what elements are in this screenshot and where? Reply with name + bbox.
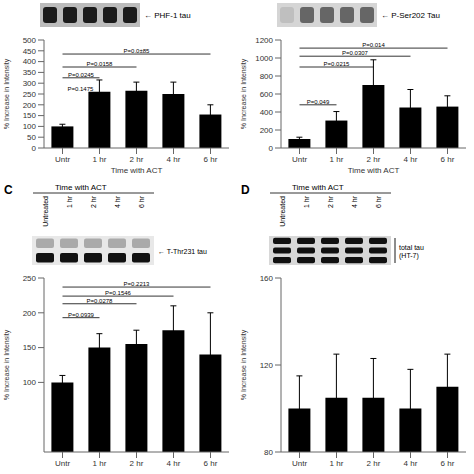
svg-text:Untr: Untr xyxy=(55,459,70,468)
svg-text:1200: 1200 xyxy=(255,36,273,45)
svg-text:4 hr: 4 hr xyxy=(114,195,121,208)
svg-text:D: D xyxy=(241,183,250,197)
svg-text:% Increase in Intensity: % Increase in Intensity xyxy=(240,58,248,129)
svg-text:1 hr: 1 hr xyxy=(330,459,344,468)
svg-text:250: 250 xyxy=(23,274,37,283)
svg-text:1 hr: 1 hr xyxy=(330,155,344,164)
svg-text:1 hr: 1 hr xyxy=(93,459,107,468)
svg-text:← PHF-1 tau: ← PHF-1 tau xyxy=(144,11,191,20)
svg-text:2 hr: 2 hr xyxy=(367,459,381,468)
svg-text:P=0.0278: P=0.0278 xyxy=(87,298,114,304)
svg-text:1 hr: 1 hr xyxy=(93,155,107,164)
svg-text:P=0.049: P=0.049 xyxy=(307,99,330,105)
svg-text:0: 0 xyxy=(32,144,37,153)
svg-text:400: 400 xyxy=(260,108,274,117)
svg-text:Untr: Untr xyxy=(292,155,307,164)
svg-text:← T-Thr231 tau: ← T-Thr231 tau xyxy=(158,248,207,255)
svg-text:600: 600 xyxy=(260,90,274,99)
svg-text:P=0.0245: P=0.0245 xyxy=(68,72,95,78)
svg-text:4 hr: 4 hr xyxy=(404,459,418,468)
svg-text:total tau(HT-7): total tau(HT-7) xyxy=(399,244,424,260)
svg-text:P=0.014: P=0.014 xyxy=(362,42,385,48)
svg-text:Untr: Untr xyxy=(55,155,70,164)
svg-text:200: 200 xyxy=(260,126,274,135)
svg-text:P=0.0±85: P=0.0±85 xyxy=(124,48,150,54)
svg-text:250: 250 xyxy=(23,90,37,99)
svg-text:Untr: Untr xyxy=(292,459,307,468)
svg-text:150: 150 xyxy=(23,111,37,120)
svg-text:120: 120 xyxy=(260,361,274,370)
svg-text:P=0.2213: P=0.2213 xyxy=(124,281,151,287)
svg-text:4 hr: 4 hr xyxy=(351,195,358,208)
svg-text:← P-Ser202 Tau: ← P-Ser202 Tau xyxy=(381,11,440,20)
svg-text:C: C xyxy=(8,183,13,197)
svg-text:% Increase in Intensity: % Increase in Intensity xyxy=(240,329,248,400)
svg-text:% Increase in Intensity: % Increase in Intensity xyxy=(8,58,11,129)
svg-text:4 hr: 4 hr xyxy=(167,155,181,164)
svg-text:1 hr: 1 hr xyxy=(66,195,73,208)
svg-text:100: 100 xyxy=(23,378,37,387)
svg-text:Time with ACT: Time with ACT xyxy=(111,166,163,175)
svg-text:2 hr: 2 hr xyxy=(327,195,334,208)
svg-text:P=0.1475: P=0.1475 xyxy=(68,86,95,92)
svg-text:100: 100 xyxy=(23,122,37,131)
svg-text:50: 50 xyxy=(27,133,36,142)
svg-text:P=0.0158: P=0.0158 xyxy=(87,61,114,67)
svg-text:2 hr: 2 hr xyxy=(90,195,97,208)
svg-text:1000: 1000 xyxy=(255,54,273,63)
svg-text:P=0.0215: P=0.0215 xyxy=(324,61,351,67)
svg-text:500: 500 xyxy=(23,36,37,45)
svg-text:2 hr: 2 hr xyxy=(130,155,144,164)
svg-text:Time with ACT: Time with ACT xyxy=(292,183,344,192)
svg-text:Untreated: Untreated xyxy=(42,196,49,227)
svg-text:200: 200 xyxy=(23,309,37,318)
svg-text:Untreated: Untreated xyxy=(279,196,286,227)
svg-text:400: 400 xyxy=(23,57,37,66)
svg-text:Time with ACT: Time with ACT xyxy=(348,166,400,175)
svg-text:6 hr: 6 hr xyxy=(441,155,455,164)
svg-text:0: 0 xyxy=(269,144,274,153)
svg-text:450: 450 xyxy=(23,47,37,56)
svg-text:% Increase in Intensity: % Increase in Intensity xyxy=(8,329,11,400)
svg-text:1 hr: 1 hr xyxy=(303,195,310,208)
svg-text:6 hr: 6 hr xyxy=(204,459,218,468)
svg-text:Time with ACT: Time with ACT xyxy=(55,183,107,192)
svg-text:6 hr: 6 hr xyxy=(204,155,218,164)
svg-text:P=0.0307: P=0.0307 xyxy=(342,50,369,56)
svg-text:6 hr: 6 hr xyxy=(138,195,145,208)
svg-text:4 hr: 4 hr xyxy=(404,155,418,164)
svg-text:P=0.1546: P=0.1546 xyxy=(105,290,132,296)
svg-text:2 hr: 2 hr xyxy=(367,155,381,164)
svg-text:2 hr: 2 hr xyxy=(130,459,144,468)
svg-text:6 hr: 6 hr xyxy=(375,195,382,208)
svg-text:80: 80 xyxy=(264,448,273,457)
svg-text:200: 200 xyxy=(23,101,37,110)
svg-text:350: 350 xyxy=(23,68,37,77)
svg-text:150: 150 xyxy=(23,343,37,352)
svg-text:4 hr: 4 hr xyxy=(167,459,181,468)
svg-text:800: 800 xyxy=(260,72,274,81)
svg-text:300: 300 xyxy=(23,79,37,88)
svg-text:P=0.0939: P=0.0939 xyxy=(68,312,95,318)
svg-text:160: 160 xyxy=(260,274,274,283)
svg-text:6 hr: 6 hr xyxy=(441,459,455,468)
